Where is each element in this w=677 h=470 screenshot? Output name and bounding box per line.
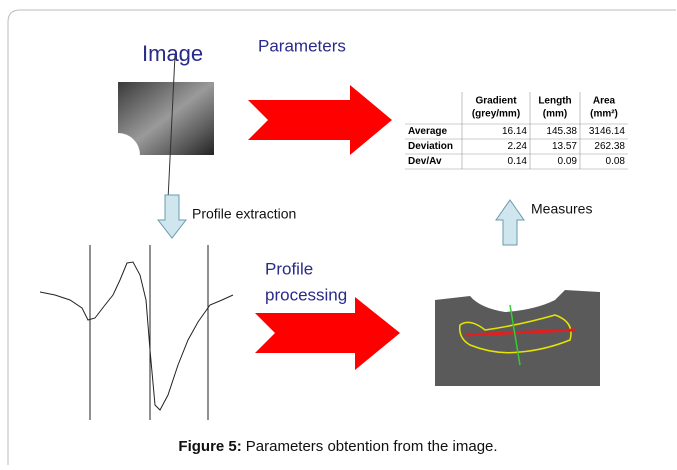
table-cell: 145.38 [546, 126, 577, 137]
table-header: Gradient [475, 96, 517, 107]
table-cell: 2.24 [508, 141, 528, 152]
table-cell: 0.08 [606, 156, 626, 167]
table-header: (mm²) [590, 109, 618, 120]
table-header: (grey/mm) [472, 109, 520, 120]
table-cell: 16.14 [502, 126, 527, 137]
table-cell: 0.14 [508, 156, 528, 167]
caption-text: Parameters obtention from the image. [246, 438, 498, 455]
table-row-label: Deviation [408, 141, 453, 152]
figure: Image Parameters Profile extraction Meas… [0, 0, 677, 465]
table-header: (mm) [543, 109, 567, 120]
caption: Figure 5: Parameters obtention from the i… [178, 438, 497, 455]
table-row-label: Dev/Av [408, 156, 442, 167]
image-hole [96, 133, 140, 177]
table-header: Length [538, 96, 571, 107]
parameters-table: Gradient (grey/mm) Length (mm) Area (mm²) Aver… [405, 92, 628, 169]
label-profile-processing: Profile [265, 259, 313, 278]
table-header: Area [593, 96, 616, 107]
label-profile-extraction: Profile extraction [192, 206, 296, 222]
arrow-up [496, 200, 524, 245]
profile-plot [40, 245, 233, 420]
arrow-down [158, 195, 186, 238]
profile-curve [40, 262, 233, 410]
processed-image [435, 290, 600, 386]
table-cell: 0.09 [558, 156, 578, 167]
frame [8, 10, 676, 465]
table-row-label: Average [408, 126, 448, 137]
label-measures: Measures [531, 201, 592, 217]
label-profile-processing: processing [265, 285, 347, 304]
label-parameters: Parameters [258, 36, 346, 55]
label-image: Image [142, 41, 203, 66]
arrow-red-top [248, 85, 392, 155]
table-cell: 262.38 [594, 141, 625, 152]
caption-label: Figure 5: [178, 438, 241, 455]
table-cell: 3146.14 [589, 126, 626, 137]
table-cell: 13.57 [552, 141, 577, 152]
arrow-red-bottom [255, 297, 400, 370]
